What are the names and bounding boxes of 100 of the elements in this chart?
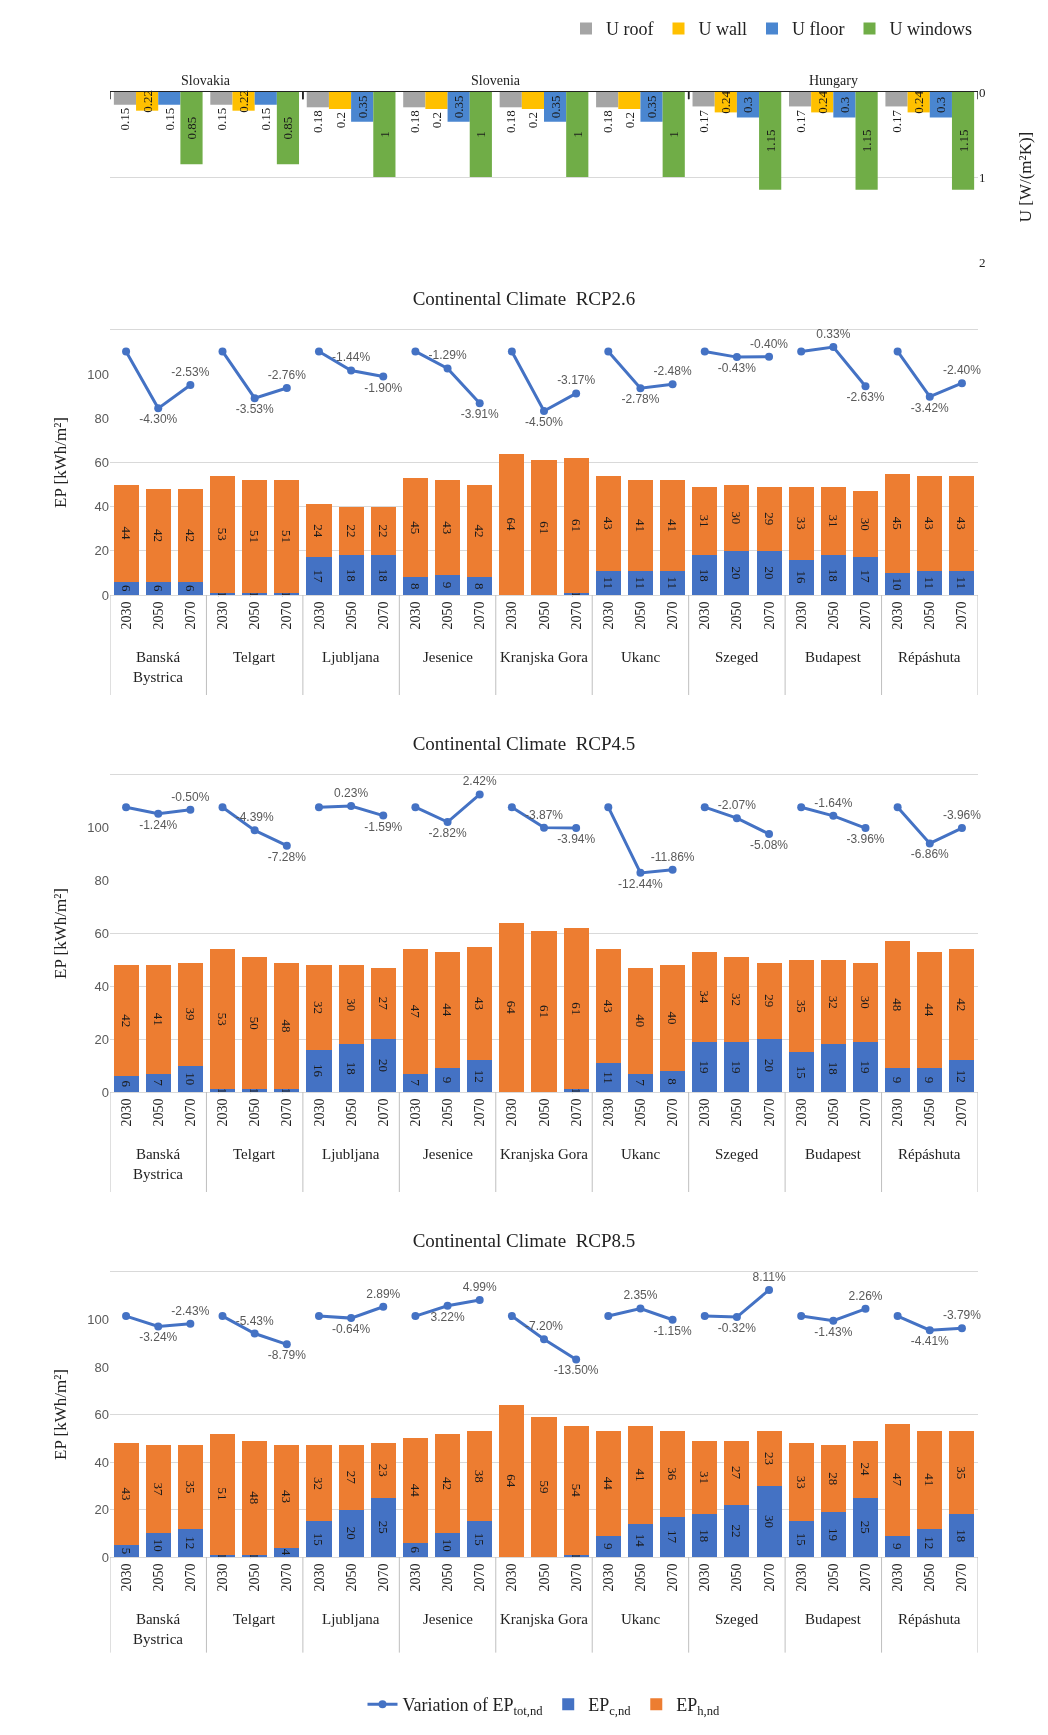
- bar: [756, 1431, 782, 1486]
- text: Ljubljana: [322, 1611, 380, 1627]
- x-tick-label: 2030: [697, 1563, 713, 1592]
- data-label: 43: [118, 1487, 134, 1501]
- bar: [113, 965, 139, 1077]
- point: [636, 1304, 645, 1313]
- point: [732, 1313, 741, 1322]
- data-label: 19: [857, 1060, 873, 1074]
- point: [250, 1329, 259, 1338]
- x-tick-label: 2030: [890, 1098, 906, 1127]
- point: [829, 343, 838, 352]
- bar: [499, 92, 522, 108]
- text: Hungary: [809, 73, 858, 88]
- data-label: 40: [665, 1011, 681, 1025]
- data-label: -6.86%: [910, 847, 950, 862]
- x-tick-label: 2070: [375, 1563, 391, 1592]
- data-label: 43: [600, 999, 616, 1013]
- point: [122, 347, 131, 356]
- data-label: 53: [215, 527, 231, 541]
- point: [797, 347, 806, 356]
- bar: [435, 480, 461, 576]
- x-tick-label: 2030: [600, 1098, 616, 1127]
- x-tick-label: 2070: [858, 601, 874, 630]
- data-label: -4.30%: [139, 412, 178, 427]
- bar: [756, 1485, 782, 1557]
- chart-title: Continental Climate RCP4.5: [412, 733, 636, 755]
- y-tick-label: 0: [101, 1084, 109, 1100]
- text: Kranjska Gora: [500, 649, 589, 665]
- y-tick-label: 40: [94, 499, 109, 515]
- bar: [370, 967, 396, 1040]
- data-label: 41: [632, 1468, 648, 1482]
- text: Slovakia: [181, 73, 231, 88]
- data-label: 12: [954, 1069, 970, 1083]
- bar: [370, 506, 396, 556]
- data-label: 38: [472, 1469, 488, 1483]
- y-tick-label: 60: [94, 1407, 109, 1423]
- data-label: 51: [279, 529, 295, 543]
- x-tick-label: 2030: [407, 601, 423, 630]
- point: [540, 1335, 548, 1344]
- data-label: 9: [890, 1543, 906, 1550]
- legend-label: EP$_{c,nd}$: [588, 1695, 632, 1719]
- bar: [113, 1545, 139, 1557]
- bar: [210, 92, 233, 105]
- bar: [660, 570, 686, 595]
- data-label: -2.63%: [846, 390, 885, 405]
- data-label: 0.35: [354, 95, 370, 119]
- point: [797, 803, 806, 812]
- bar: [885, 1424, 911, 1536]
- data-label: 19: [729, 1060, 745, 1074]
- data-label: 8: [407, 582, 423, 590]
- data-label: 47: [890, 1473, 906, 1487]
- point: [250, 394, 259, 403]
- data-label: -0.43%: [717, 361, 757, 376]
- bar: [113, 1076, 139, 1092]
- data-label: -4.39%: [235, 810, 275, 825]
- bar: [209, 949, 236, 1090]
- data-label: 48: [279, 1019, 295, 1033]
- data-label: 15: [472, 1532, 488, 1546]
- point: [572, 824, 581, 832]
- point: [186, 380, 195, 389]
- bar: [435, 575, 461, 595]
- bar: [660, 1516, 686, 1557]
- bar: [563, 928, 589, 1090]
- data-label: -3.42%: [910, 400, 950, 415]
- point: [218, 347, 227, 356]
- data-label: 25: [857, 1520, 873, 1534]
- x-tick-label: 2070: [472, 601, 488, 630]
- bar: [885, 1068, 911, 1092]
- data-label: 1: [215, 590, 231, 598]
- data-label: 5: [118, 1547, 134, 1555]
- data-label: 17: [857, 569, 873, 583]
- bar: [595, 570, 621, 595]
- data-label: 59: [536, 1480, 552, 1494]
- data-label: 11: [632, 576, 648, 590]
- data-label: 17: [665, 1530, 681, 1544]
- point: [829, 811, 838, 820]
- data-label: 64: [504, 1000, 520, 1015]
- bar: [949, 1431, 975, 1515]
- point: [379, 372, 388, 381]
- data-label: 39: [182, 1007, 198, 1021]
- data-label: 8.11%: [752, 1269, 786, 1284]
- point: [475, 399, 484, 408]
- point: [282, 841, 291, 850]
- data-label: -2.40%: [942, 363, 982, 378]
- bar: [756, 1039, 782, 1092]
- y-tick-label: 0: [101, 1549, 109, 1565]
- data-label: 47: [407, 1004, 423, 1019]
- bar: [499, 922, 525, 1092]
- bar: [595, 1431, 621, 1536]
- x-tick-label: 2050: [536, 1563, 552, 1592]
- data-label: -2.53%: [171, 364, 210, 379]
- bar: [820, 486, 846, 556]
- y-tick-label: 60: [94, 926, 109, 942]
- data-label: 10: [440, 1538, 456, 1552]
- point: [411, 803, 420, 812]
- x-tick-label: 2030: [407, 1563, 423, 1592]
- text: Szeged: [715, 649, 759, 665]
- data-label: -3.94%: [557, 832, 596, 846]
- x-tick-label: 2050: [825, 1563, 841, 1592]
- bar: [949, 1060, 975, 1092]
